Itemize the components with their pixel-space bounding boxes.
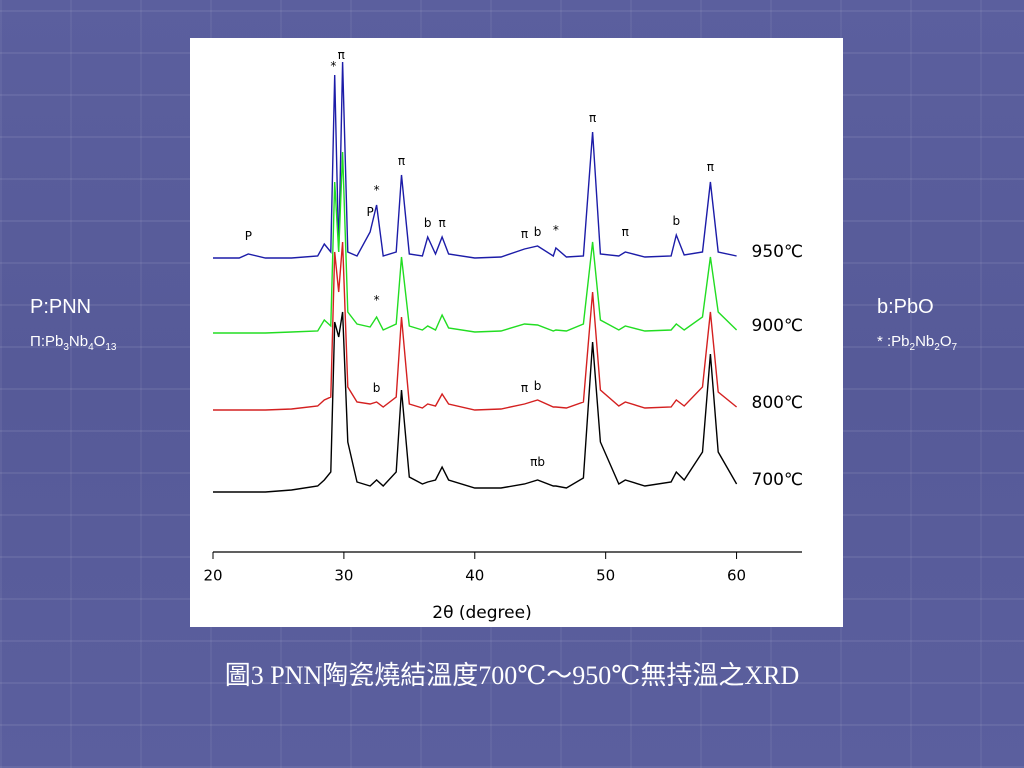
xrd-line <box>213 241 738 411</box>
peak-annotation: π <box>707 160 714 174</box>
left-legend: P:PNN Π:Pb3Nb4O13 <box>30 296 116 353</box>
peak-annotation: π <box>398 154 405 168</box>
legend-text: * :Pb2Nb2O7 <box>877 333 958 353</box>
peak-annotation: * <box>374 183 380 197</box>
caption: 圖3 PNN陶瓷燒結溫度700℃～950℃無持溫之XRD <box>224 661 800 690</box>
xrd-line <box>213 61 737 259</box>
x-tick-label: 30 <box>334 567 353 585</box>
peak-annotation: π <box>521 381 528 395</box>
peak-annotation: b <box>534 379 542 393</box>
peak-annotation: * <box>374 293 380 307</box>
series-label: 900℃ <box>752 316 804 336</box>
x-axis-label: 2θ (degree) <box>432 603 531 623</box>
legend-text: P:PNN <box>30 296 92 318</box>
series-label: 700℃ <box>752 470 804 490</box>
x-tick-label: 60 <box>727 567 746 585</box>
x-tick-label: 50 <box>596 567 615 585</box>
peak-annotation: π <box>338 48 345 62</box>
legend-text: Π:Pb3Nb4O13 <box>30 333 117 353</box>
right-legend: b:PbO * :Pb2Nb2O7 <box>877 296 957 353</box>
xrd-line <box>213 151 738 334</box>
peak-annotation: * <box>330 59 336 73</box>
peak-annotation: π <box>622 225 629 239</box>
chart-background <box>190 38 843 627</box>
x-tick-label: 20 <box>203 567 222 585</box>
peak-annotation: πb <box>530 455 545 469</box>
peak-annotation: b <box>373 381 381 395</box>
peak-annotation: π <box>438 216 445 230</box>
peak-annotation: b <box>534 225 542 239</box>
peak-annotation: b <box>424 216 432 230</box>
series-label: 800℃ <box>752 393 804 413</box>
peak-annotation: P <box>245 229 252 243</box>
x-tick-label: 40 <box>465 567 484 585</box>
series-label: 950℃ <box>752 242 804 262</box>
xrd-line <box>213 311 738 493</box>
peak-annotation: * <box>553 223 559 237</box>
peak-annotation: P <box>366 205 373 219</box>
peak-annotation: b <box>673 214 681 228</box>
peak-annotation: π <box>521 227 528 241</box>
peak-annotation: π <box>589 111 596 125</box>
legend-text: b:PbO <box>877 296 934 318</box>
